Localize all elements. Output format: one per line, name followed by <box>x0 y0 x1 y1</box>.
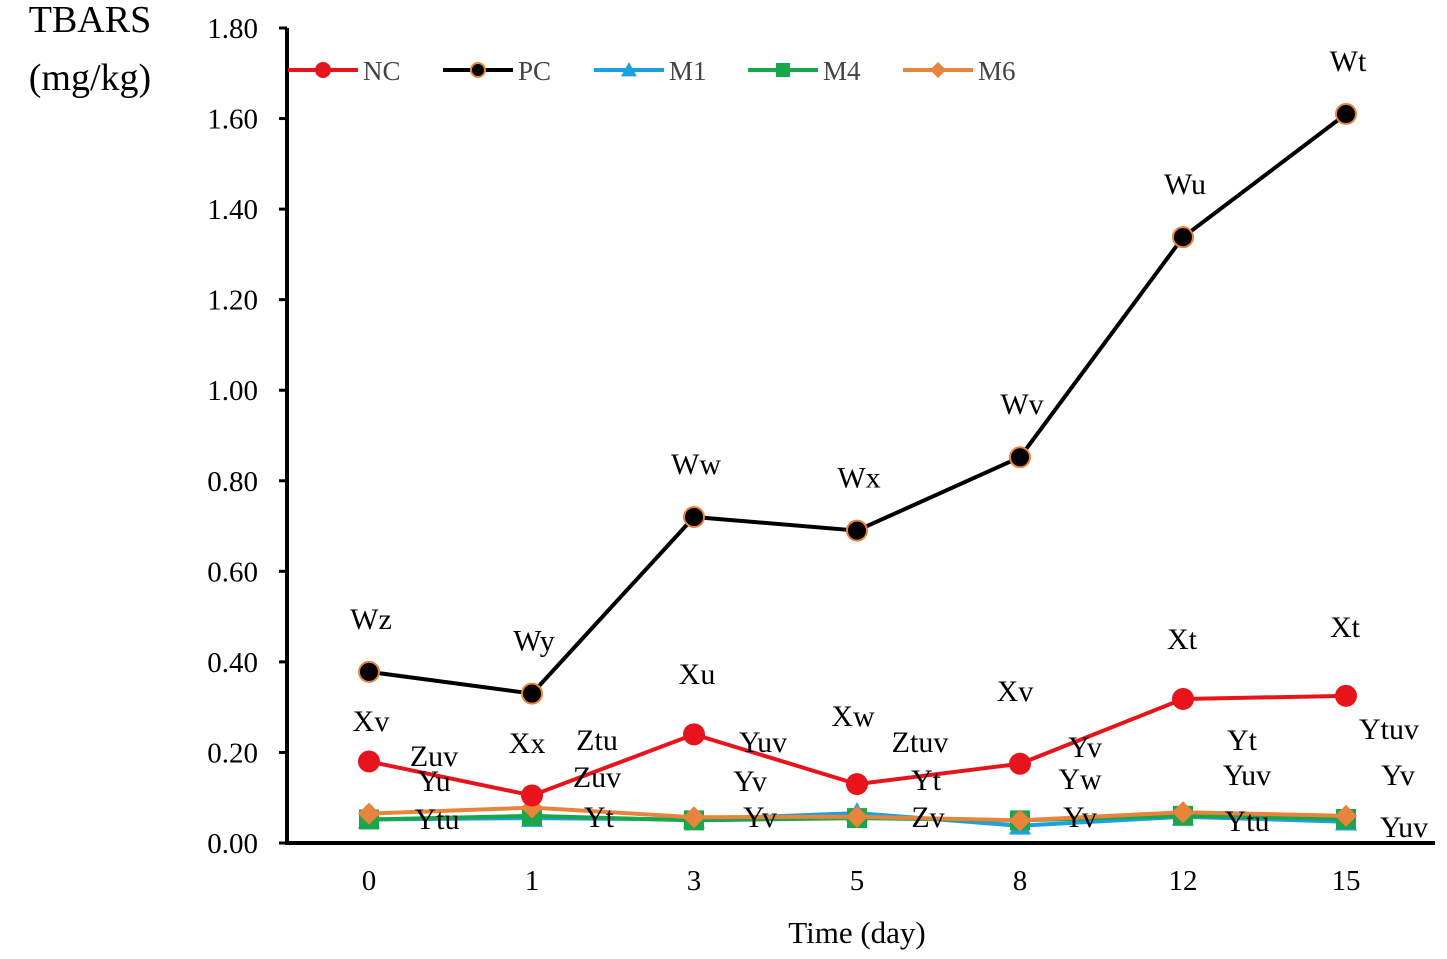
annotation-pc: Wy <box>513 625 555 658</box>
legend-item-m6: M6 <box>903 56 1016 86</box>
data-point-pc <box>521 682 543 705</box>
y-tick-label: 0.60 <box>207 556 258 588</box>
data-point-pc <box>1335 103 1357 126</box>
legend-marker <box>315 62 331 78</box>
x-tick-label: 8 <box>1013 865 1028 897</box>
legend-label: NC <box>363 56 401 86</box>
data-point-nc <box>1009 752 1031 775</box>
data-point-nc <box>1335 684 1357 707</box>
annotation-pc: Wz <box>350 603 392 636</box>
y-axis-title-line1: TBARS <box>29 0 151 41</box>
annotation-nc: Xv <box>997 675 1034 708</box>
annotation-m1: Ytu <box>415 803 460 836</box>
x-tick-label: 12 <box>1169 865 1198 897</box>
data-point-m6 <box>1009 809 1031 832</box>
x-tick-label: 1 <box>525 865 540 897</box>
x-tick-label: 15 <box>1332 865 1361 897</box>
data-point-nc <box>358 750 380 773</box>
annotation-nc: Xt <box>1330 611 1361 644</box>
annotation-nc: Xx <box>509 727 546 760</box>
annotation-m1: Zv <box>911 801 944 834</box>
x-tick-label: 3 <box>687 865 702 897</box>
annotation-m4: Yw <box>1058 763 1102 796</box>
legend-marker <box>776 63 790 77</box>
legend-item-m4: M4 <box>748 56 861 86</box>
y-axis-title-line2: (mg/kg) <box>29 57 151 99</box>
annotation-m6: Ztuv <box>892 726 949 759</box>
annotation-pc: Wu <box>1164 168 1206 201</box>
y-tick-label: 1.40 <box>207 194 258 226</box>
data-point-pc <box>683 506 705 528</box>
y-tick-label: 0.00 <box>207 828 258 860</box>
annotation-nc: Xu <box>679 658 716 691</box>
data-point-nc <box>846 773 868 796</box>
annotation-m1: Yv <box>743 801 777 834</box>
annotation-pc: Wv <box>1000 388 1043 421</box>
y-tick-label: 1.00 <box>207 375 258 407</box>
annotation-m1: Ytu <box>1225 805 1270 838</box>
annotation-m1: Yt <box>584 801 615 834</box>
legend-marker <box>930 62 946 78</box>
legend: NC PC M1 M4 M6 <box>288 56 1016 86</box>
annotation-pc: Ww <box>671 448 721 481</box>
annotation-m6: Yuv <box>739 726 787 759</box>
data-point-nc <box>1172 688 1194 711</box>
y-tick-label: 1.60 <box>207 104 258 136</box>
x-tick-label: 5 <box>850 865 865 897</box>
data-point-m6 <box>1335 804 1357 827</box>
data-point-pc <box>1009 446 1031 469</box>
series-m6 <box>358 796 1357 832</box>
series-nc <box>358 684 1357 807</box>
annotation-m6: Ztu <box>576 724 618 757</box>
annotation-m6: Ytuv <box>1359 713 1419 746</box>
annotation-nc: Xw <box>831 700 875 733</box>
legend-item-pc: PC <box>443 56 551 86</box>
annotation-m6: Yv <box>1068 731 1102 764</box>
annotation-m6: Zuv <box>410 740 458 773</box>
legend-label: M4 <box>823 56 861 86</box>
x-axis-title: Time (day) <box>788 915 926 950</box>
annotation-m6: Yt <box>1227 724 1258 757</box>
annotation-nc: Xv <box>353 705 390 738</box>
legend-label: PC <box>518 56 551 86</box>
data-point-pc <box>846 519 868 542</box>
annotation-m4: Yu <box>417 765 450 798</box>
legend-item-m1: M1 <box>594 56 707 86</box>
legend-marker <box>621 62 637 77</box>
data-point-nc <box>521 784 543 807</box>
series-pc <box>358 103 1357 705</box>
y-tick-label: 0.80 <box>207 466 258 498</box>
series-layer <box>358 103 1357 835</box>
annotation-pc: Wt <box>1330 45 1367 78</box>
data-point-pc <box>358 660 380 683</box>
data-point-m6 <box>1172 801 1194 824</box>
data-point-m6 <box>846 805 868 828</box>
legend-item-nc: NC <box>288 56 401 86</box>
data-point-pc <box>1172 226 1194 249</box>
x-ticks: 0 1 3 5 8 12 15 <box>362 865 1361 897</box>
annotation-m4: Yt <box>911 764 942 797</box>
annotation-m4: Zuv <box>573 761 621 794</box>
legend-label: M1 <box>669 56 707 86</box>
y-tick-label: 1.80 <box>207 13 258 45</box>
data-point-nc <box>683 723 705 746</box>
annotation-nc: Xt <box>1167 623 1198 656</box>
legend-label: M6 <box>978 56 1016 86</box>
annotation-m4: Yuv <box>1223 759 1271 792</box>
data-point-m6 <box>683 806 705 829</box>
legend-marker <box>470 62 486 78</box>
annotation-m4: Yv <box>733 765 767 798</box>
x-tick-label: 0 <box>362 865 377 897</box>
y-tick-label: 1.20 <box>207 285 258 317</box>
y-tick-label: 0.40 <box>207 647 258 679</box>
y-tick-label: 0.20 <box>207 737 258 769</box>
y-ticks: 0.00 0.20 0.40 0.60 0.80 1.00 1.20 1.40 1.60 1.80 <box>207 13 287 860</box>
annotation-m4: Yv <box>1381 759 1415 792</box>
annotation-pc: Wx <box>837 462 880 495</box>
annotation-m1: Yuv <box>1380 811 1428 844</box>
annotation-m1: Yv <box>1063 801 1097 834</box>
data-point-m6 <box>358 802 380 825</box>
